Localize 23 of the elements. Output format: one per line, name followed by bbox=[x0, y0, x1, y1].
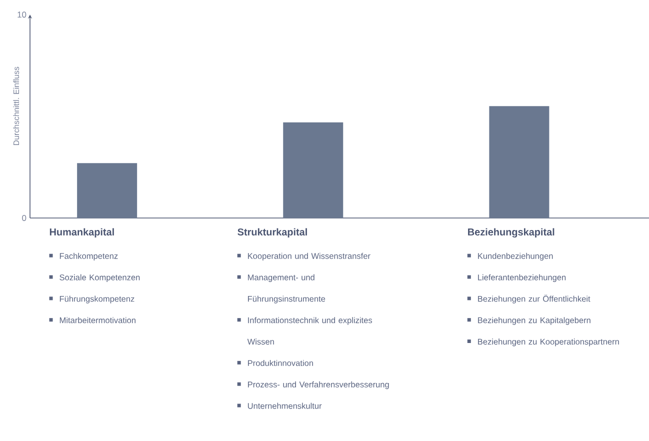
x-tick-label: Beziehungskapital bbox=[468, 228, 554, 238]
text: Kooperation und Wissenstransfer bbox=[248, 252, 370, 261]
x-tick-label: Humankapital bbox=[50, 228, 114, 238]
y-tick-label: 10 bbox=[18, 12, 26, 18]
text: Beziehungen zu Kooperationspartnern bbox=[478, 338, 619, 346]
y-tick-label: 0 bbox=[22, 215, 26, 221]
text: Beziehungen zur Öffentlichkeit bbox=[478, 294, 590, 304]
text: Produktinnovation bbox=[248, 360, 313, 366]
text: Fachkompetenz bbox=[60, 252, 118, 261]
text: Management- und Führungsinstrumente bbox=[248, 274, 326, 304]
text: Lieferantenbeziehungen bbox=[478, 274, 566, 282]
bar bbox=[283, 122, 344, 218]
text: Soziale Kompetenzen bbox=[60, 274, 140, 282]
text: Informationstechnik und explizites Wissen bbox=[247, 317, 372, 345]
text: Prozess- und Verfahrensverbesserung bbox=[248, 381, 389, 390]
bar bbox=[489, 106, 550, 218]
text: Beziehungen zu Kapitalgebern bbox=[478, 317, 590, 325]
text: Führungskompetenz bbox=[60, 296, 134, 304]
text: Unternehmenskultur bbox=[248, 402, 322, 409]
text: Kundenbeziehungen bbox=[478, 252, 553, 261]
x-tick-label: Strukturkapital bbox=[238, 228, 307, 238]
bar bbox=[77, 163, 138, 218]
text: Mitarbeitermotivation bbox=[60, 317, 136, 324]
